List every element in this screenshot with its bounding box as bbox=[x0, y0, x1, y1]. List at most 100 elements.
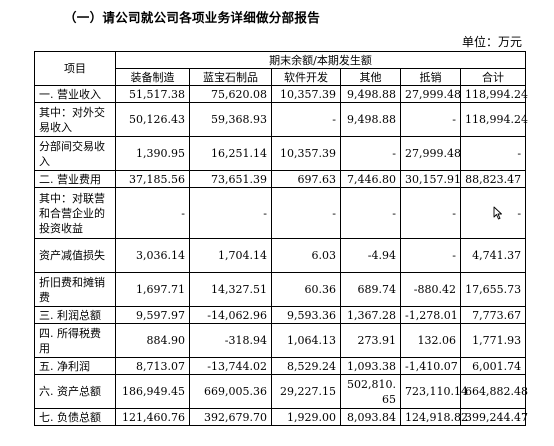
table-cell: 7,446.80 bbox=[340, 170, 401, 188]
table-cell: 7,773.67 bbox=[459, 306, 527, 324]
table-cell: 723,110.14 bbox=[400, 374, 468, 409]
table-cell: 669,005.36 bbox=[189, 374, 272, 409]
table-cell: 75,620.08 bbox=[189, 85, 272, 103]
table-cell: 132.06 bbox=[400, 323, 461, 358]
table-cell: 186,949.45 bbox=[115, 374, 190, 409]
table-cell: 689.74 bbox=[340, 272, 401, 307]
table-cell: - bbox=[271, 102, 341, 137]
table-cell: 1,697.71 bbox=[115, 272, 190, 307]
row-label: 五. 净利润 bbox=[34, 357, 116, 375]
table-cell: 502,810.65 bbox=[340, 374, 401, 409]
table-cell: 1,704.14 bbox=[189, 238, 272, 273]
table-cell: -14,062.96 bbox=[189, 306, 272, 324]
table-cell: - bbox=[189, 187, 272, 239]
row-label: 其中：对联营和合营企业的投资收益 bbox=[34, 187, 116, 239]
row-label: 二. 营业费用 bbox=[34, 170, 116, 188]
table-row: 四. 所得税费用 884.90 -318.94 1,064.13 273.91 … bbox=[34, 323, 527, 358]
table-cell: 121,460.76 bbox=[115, 408, 190, 426]
table-cell: 697.63 bbox=[271, 170, 341, 188]
table-cell: 51,517.38 bbox=[115, 85, 190, 103]
table-row: 二. 营业费用 37,185.56 73,651.39 697.63 7,446… bbox=[34, 170, 527, 188]
table-cell: 884.90 bbox=[115, 323, 190, 358]
table-cell: 124,918.82 bbox=[400, 408, 468, 426]
table-cell: 3,036.14 bbox=[115, 238, 190, 273]
table-cell: - bbox=[340, 187, 401, 239]
table-row: 其中：对联营和合营企业的投资收益 - - - - - - bbox=[34, 187, 527, 239]
table-cell: 73,651.39 bbox=[189, 170, 272, 188]
table-cell: 118,994.24 bbox=[459, 102, 528, 137]
table-cell: - bbox=[340, 136, 401, 171]
item-header: 项目 bbox=[34, 51, 116, 86]
column-header: 蓝宝石制品 bbox=[189, 68, 272, 86]
table-cell: 29,227.15 bbox=[271, 374, 341, 409]
table-row: 折旧费和摊销费 1,697.71 14,327.51 60.36 689.74 … bbox=[34, 272, 527, 307]
table-cell: 399,244.47 bbox=[459, 408, 528, 426]
table-cell: 1,929.00 bbox=[271, 408, 341, 426]
table-cell: - bbox=[400, 238, 461, 273]
table-cell: 392,679.70 bbox=[189, 408, 272, 426]
table-cell: 9,597.97 bbox=[115, 306, 190, 324]
table-cell: - bbox=[271, 187, 341, 239]
table-row: 六. 资产总额 186,949.45 669,005.36 29,227.15 … bbox=[34, 374, 528, 409]
table-cell: - bbox=[115, 187, 190, 239]
table-cell: 50,126.43 bbox=[115, 102, 190, 137]
row-label: 三. 利润总额 bbox=[34, 306, 116, 324]
table-cell: 9,593.36 bbox=[271, 306, 341, 324]
segment-report-table: 项目 期末余额/本期发生额 装备制造 蓝宝石制品 软件开发 其他 抵销 合计 一… bbox=[34, 51, 528, 426]
table-cell: 17,655.73 bbox=[459, 272, 527, 307]
table-cell: - bbox=[459, 187, 527, 239]
row-label: 七. 负债总额 bbox=[34, 408, 116, 426]
table-cell: 8,713.07 bbox=[115, 357, 190, 375]
table-cell: 10,357.39 bbox=[271, 136, 341, 171]
table-cell: 16,251.14 bbox=[189, 136, 272, 171]
table-cell: 1,390.95 bbox=[115, 136, 190, 171]
table-cell: 1,093.38 bbox=[340, 357, 401, 375]
table-cell: 1,064.13 bbox=[271, 323, 341, 358]
table-row: 五. 净利润 8,713.07 -13,744.02 8,529.24 1,09… bbox=[34, 357, 527, 375]
table-cell: 14,327.51 bbox=[189, 272, 272, 307]
table-cell: 1,771.93 bbox=[459, 323, 527, 358]
column-header: 抵销 bbox=[400, 68, 461, 86]
row-label: 一. 营业收入 bbox=[34, 85, 116, 103]
mouse-pointer-icon bbox=[493, 206, 502, 220]
table-row: 三. 利润总额 9,597.97 -14,062.96 9,593.36 1,3… bbox=[34, 306, 527, 324]
row-label: 折旧费和摊销费 bbox=[34, 272, 116, 307]
row-label: 其中：对外交易收入 bbox=[34, 102, 116, 137]
table-cell: 118,994.24 bbox=[459, 85, 528, 103]
table-cell: - bbox=[459, 136, 527, 171]
row-label: 分部间交易收入 bbox=[34, 136, 116, 171]
section-heading: （一）请公司就公司各项业务详细做分部报告 bbox=[64, 10, 321, 25]
table-cell: 8,093.84 bbox=[340, 408, 401, 426]
table-row: 资产减值损失 3,036.14 1,704.14 6.03 -4.94 - 4,… bbox=[34, 238, 527, 273]
table-cell: 88,823.47 bbox=[459, 170, 527, 188]
table-row: 分部间交易收入 1,390.95 16,251.14 10,357.39 - 2… bbox=[34, 136, 527, 171]
table-cell: 4,741.37 bbox=[459, 238, 527, 273]
table-cell: -880.42 bbox=[400, 272, 461, 307]
table-cell: 9,498.88 bbox=[340, 102, 401, 137]
table-cell: -4.94 bbox=[340, 238, 401, 273]
table-cell: -1,410.07 bbox=[400, 357, 461, 375]
table-cell: 27,999.48 bbox=[400, 136, 461, 171]
row-label: 六. 资产总额 bbox=[34, 374, 116, 409]
unit-label: 单位：万元 bbox=[461, 35, 522, 49]
row-label: 资产减值损失 bbox=[34, 238, 116, 273]
table-row: 七. 负债总额 121,460.76 392,679.70 1,929.00 8… bbox=[34, 408, 528, 426]
table-cell: 6,001.74 bbox=[459, 357, 527, 375]
table-row: 一. 营业收入 51,517.38 75,620.08 10,357.39 9,… bbox=[34, 85, 528, 103]
table-row: 其中：对外交易收入 50,126.43 59,368.93 - 9,498.88… bbox=[34, 102, 528, 137]
table-cell: 273.91 bbox=[340, 323, 401, 358]
period-header: 期末余额/本期发生额 bbox=[114, 51, 527, 69]
column-header: 软件开发 bbox=[271, 68, 341, 86]
column-header: 其他 bbox=[340, 68, 401, 86]
table-cell: 6.03 bbox=[271, 238, 341, 273]
column-header: 合计 bbox=[459, 68, 527, 86]
table-cell: 10,357.39 bbox=[271, 85, 341, 103]
table-cell: - bbox=[400, 187, 461, 239]
table-cell: 59,368.93 bbox=[189, 102, 272, 137]
table-cell: -1,278.01 bbox=[400, 306, 461, 324]
table-cell: 60.36 bbox=[271, 272, 341, 307]
column-header: 装备制造 bbox=[115, 68, 190, 86]
table-cell: 37,185.56 bbox=[115, 170, 190, 188]
table-cell: -13,744.02 bbox=[189, 357, 272, 375]
table-cell: 30,157.91 bbox=[400, 170, 461, 188]
